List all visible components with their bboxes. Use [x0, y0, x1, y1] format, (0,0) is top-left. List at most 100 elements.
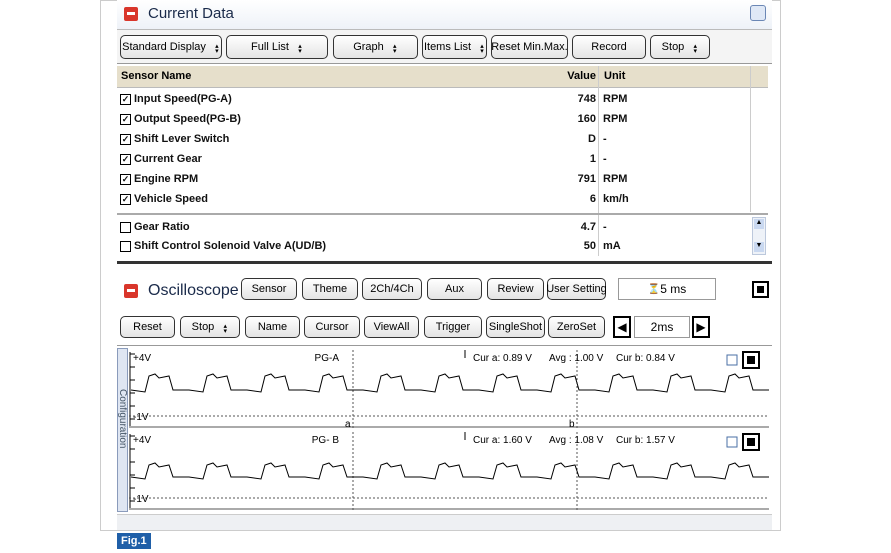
sensor-unit: mA: [603, 240, 621, 252]
scope-button[interactable]: Review: [487, 278, 544, 300]
side-tab[interactable]: Configuration: [117, 348, 128, 512]
sensor-label: Gear Ratio: [134, 221, 190, 233]
scope-label: PG-A: [315, 353, 340, 364]
panel-title: Oscilloscope: [148, 282, 239, 299]
timebase-right[interactable]: ▶: [692, 316, 710, 338]
toolbar-button[interactable]: Record: [572, 35, 646, 59]
sensor-name: Shift Control Solenoid Valve A(UD/B): [120, 236, 326, 256]
button-label: Reset: [133, 321, 162, 333]
sensor-value: 1: [589, 153, 596, 165]
waveform: [130, 373, 769, 393]
dropdown-arrow: ▴▾: [691, 42, 699, 52]
column-divider: [750, 66, 751, 212]
sensor-name: ✓ Output Speed(PG-B): [120, 109, 241, 129]
sensor-unit: RPM: [603, 113, 628, 125]
channel-checkbox[interactable]: [726, 436, 738, 448]
scope-button[interactable]: Sensor: [241, 278, 297, 300]
channel-button-glyph: [747, 438, 755, 446]
checkbox[interactable]: ✓: [120, 193, 131, 205]
scope-label: Cur a: 1.60 V: [473, 435, 532, 446]
time-value: 5 ms: [660, 282, 687, 296]
channel-button-glyph: [747, 356, 755, 364]
toolbar-button[interactable]: Stop ▴▾: [650, 35, 710, 59]
scope-label: Avg : 1.00 V: [549, 353, 604, 364]
button-label: Reset Min.Max.: [491, 41, 568, 53]
sensor-label: Output Speed(PG-B): [134, 113, 241, 125]
sensor-label: Input Speed(PG-A): [134, 93, 232, 105]
channel-checkbox[interactable]: [726, 354, 738, 366]
dropdown-arrow: ▴▾: [295, 42, 303, 52]
sensor-value: D: [588, 133, 596, 145]
sensor-label: Shift Control Solenoid Valve A(UD/B): [134, 240, 327, 252]
checkbox[interactable]: [120, 240, 131, 252]
scope-control[interactable]: ViewAll: [364, 316, 419, 338]
dropdown-arrow: ▴▾: [478, 42, 486, 52]
checkbox[interactable]: ✓: [120, 93, 131, 105]
scope-button[interactable]: User Setting: [546, 278, 607, 300]
sensor-value: 4.7: [580, 221, 596, 233]
timebase-value: 2ms: [634, 316, 690, 338]
stop-button[interactable]: [752, 281, 769, 298]
toolbar-button[interactable]: Reset Min.Max.: [491, 35, 568, 59]
sensor-name: ✓ Shift Lever Switch: [120, 129, 229, 149]
scope-control[interactable]: Trigger: [424, 316, 482, 338]
button-label: Record: [591, 41, 627, 53]
scope-control[interactable]: Cursor: [304, 316, 360, 338]
frame: [100, 0, 781, 531]
scope-label: Avg : 1.08 V: [549, 435, 604, 446]
toolbar-button[interactable]: Standard Display ▴▾: [120, 35, 222, 59]
panel-icon: [124, 7, 138, 21]
scope-area: [117, 345, 772, 513]
toolbar-button[interactable]: Full List ▴▾: [226, 35, 328, 59]
panel-icon: [124, 284, 138, 298]
sensor-value: 160: [577, 113, 596, 125]
button-label: Name: [257, 321, 288, 333]
sensor-unit: -: [603, 153, 607, 165]
sensor-value: 748: [577, 93, 596, 105]
toolbar-button[interactable]: Graph ▴▾: [333, 35, 418, 59]
sensor-name: Gear Ratio: [120, 217, 190, 237]
table-header: [117, 66, 768, 88]
scope-control[interactable]: ZeroSet: [548, 316, 605, 338]
scope-label: a: [345, 419, 351, 428]
scope-button[interactable]: Theme: [302, 278, 358, 300]
column-header: Value: [567, 70, 596, 82]
timebase-left[interactable]: ◀: [613, 316, 631, 338]
scroll-up[interactable]: ▲: [754, 219, 764, 229]
scope-label: +4V: [133, 435, 151, 446]
scope-label: b: [569, 419, 575, 428]
sensor-unit: -: [603, 221, 607, 233]
side-label: Configuration: [117, 389, 128, 449]
sensor-label: Shift Lever Switch: [134, 133, 230, 145]
scope-control[interactable]: SingleShot: [486, 316, 545, 338]
checkbox[interactable]: ✓: [120, 113, 131, 125]
button-label: ViewAll: [373, 321, 410, 333]
sensor-label: Vehicle Speed: [134, 193, 208, 205]
sensor-unit: RPM: [603, 93, 628, 105]
button-label: Full List: [251, 41, 289, 53]
scope-button[interactable]: Aux: [427, 278, 482, 300]
sensor-label: Current Gear: [134, 153, 202, 165]
button-label: Items List: [423, 41, 472, 53]
checkbox[interactable]: ✓: [120, 173, 131, 185]
time-icon: ⏳: [647, 283, 661, 295]
scope-control[interactable]: Name: [245, 316, 300, 338]
checkbox[interactable]: [120, 221, 131, 233]
window-button[interactable]: [750, 5, 766, 21]
scope-button[interactable]: 2Ch/4Ch: [362, 278, 422, 300]
panel-title: Current Data: [148, 5, 234, 22]
scope-control[interactable]: Reset: [120, 316, 175, 338]
scope-label: -1V: [133, 412, 149, 423]
scope-label: +4V: [133, 353, 151, 364]
scroll-down[interactable]: ▼: [754, 242, 764, 252]
sensor-unit: -: [603, 133, 607, 145]
checkbox[interactable]: ✓: [120, 133, 131, 145]
column-divider: [598, 66, 599, 256]
scope-label: PG- B: [312, 435, 340, 446]
row-separator: [117, 213, 768, 215]
button-label: Cursor: [315, 321, 349, 333]
toolbar-button[interactable]: Items List ▴▾: [422, 35, 487, 59]
checkbox[interactable]: ✓: [120, 153, 131, 165]
scope-control[interactable]: Stop ▴▾: [180, 316, 240, 338]
